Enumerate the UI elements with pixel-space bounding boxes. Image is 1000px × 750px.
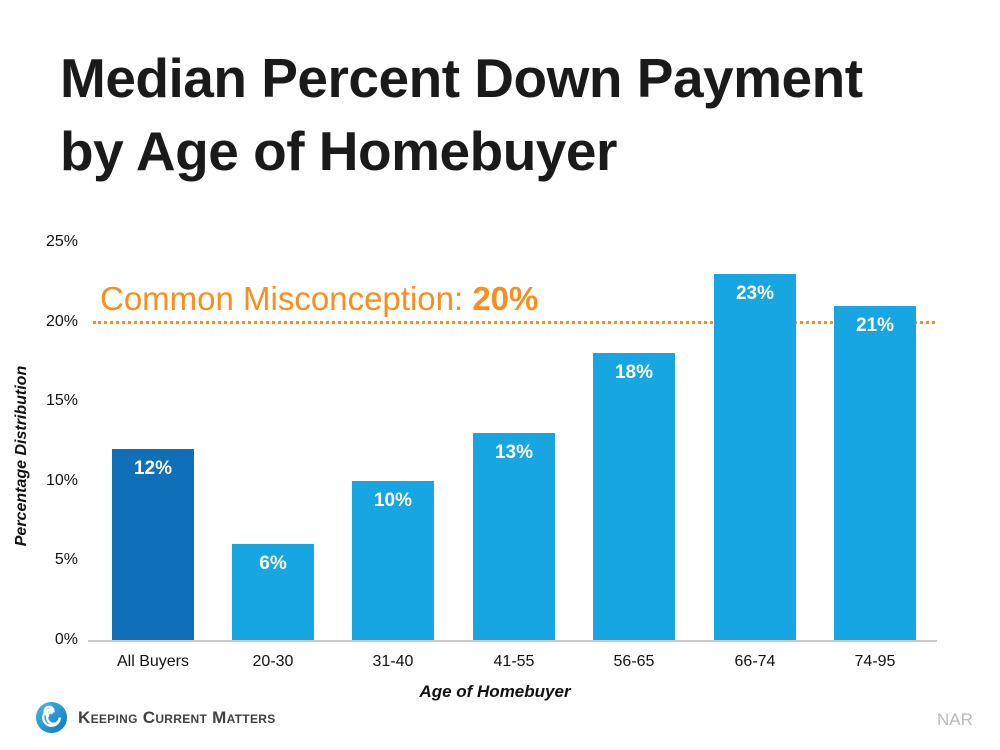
bar-all-buyers: 12% [112,449,194,640]
x-tick-31-40: 31-40 [372,653,414,670]
chart-title: Median Percent Down Payment by Age of Ho… [60,47,863,182]
y-tick-0: 0% [54,631,78,648]
bar-value-label: 21% [855,315,895,336]
kcm-swirl-icon [35,701,68,734]
brand-name: Keeping Current Matters [78,707,276,727]
brand-logo: Keeping Current Matters [34,700,276,735]
x-tick-all-buyers: All Buyers [116,653,190,670]
bar-value-label: 12% [133,458,173,479]
bar-66-74: 23% [714,274,796,640]
misconception-annotation-text: Common Misconception: [100,280,473,317]
x-tick-74-95: 74-95 [854,653,896,670]
bar-56-65: 18% [593,353,675,640]
bar-value-label: 6% [259,553,287,574]
bar-74-95: 21% [834,306,916,640]
y-tick-5: 5% [54,551,78,568]
y-tick-20: 20% [45,313,78,330]
bar-20-30: 6% [232,544,314,640]
y-tick-25: 25% [45,233,78,250]
bar-41-55: 13% [473,433,555,640]
bar-value-label: 10% [373,490,413,511]
bar-31-40: 10% [352,481,434,640]
x-tick-66-74: 66-74 [734,653,776,670]
bar-value-label: 13% [494,442,534,463]
x-axis-title: Age of Homebuyer [419,682,571,701]
misconception-annotation: Common Misconception: 20% [100,280,538,318]
x-tick-41-55: 41-55 [493,653,535,670]
x-tick-20-30: 20-30 [252,653,294,670]
misconception-annotation-value: 20% [472,280,539,317]
bar-value-label: 23% [735,283,775,304]
source-label: NAR [937,710,973,729]
x-axis-line [88,640,937,642]
bar-value-label: 18% [614,362,654,383]
y-tick-10: 10% [45,472,78,489]
y-tick-15: 15% [45,392,78,409]
x-tick-56-65: 56-65 [613,653,655,670]
misconception-reference-line [93,321,935,324]
